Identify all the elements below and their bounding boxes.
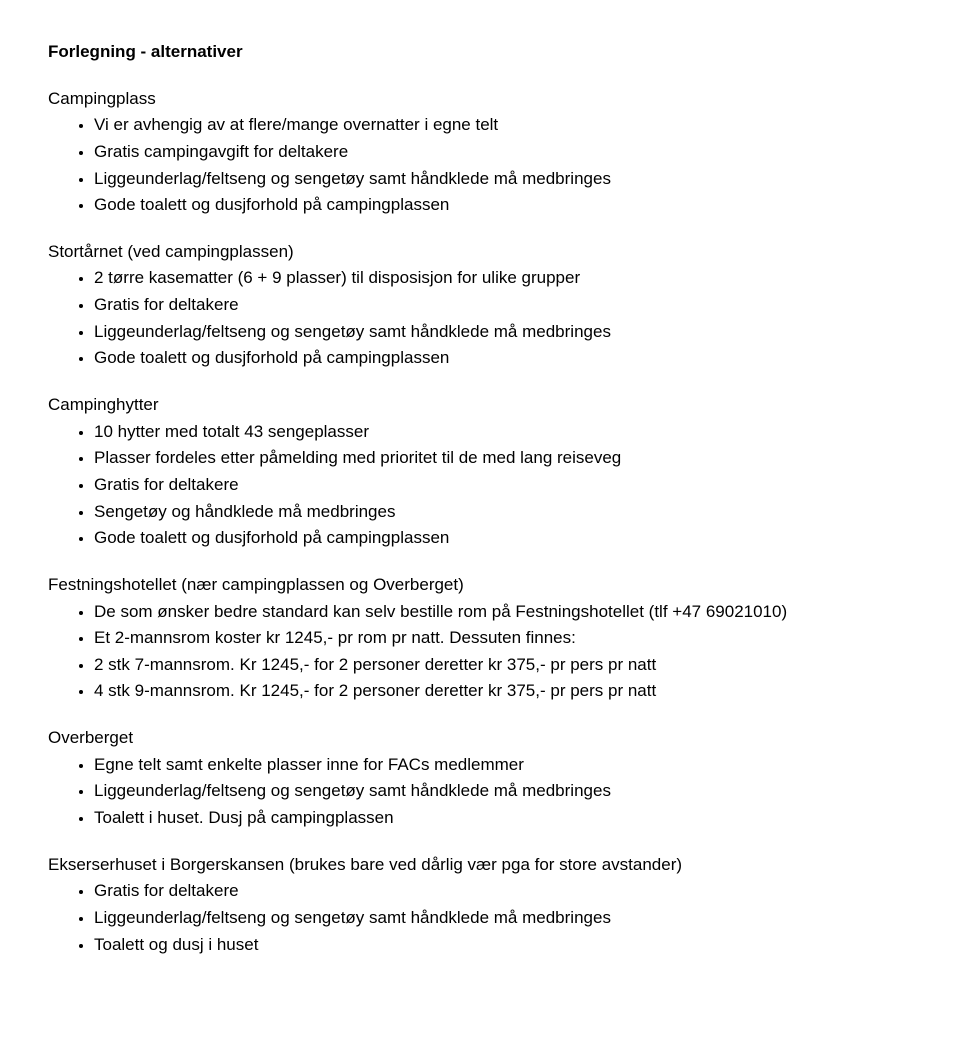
list-item: Liggeunderlag/feltseng og sengetøy samt … bbox=[94, 167, 912, 192]
list-item: 2 tørre kasematter (6 + 9 plasser) til d… bbox=[94, 266, 912, 291]
list-item: Gratis for deltakere bbox=[94, 293, 912, 318]
list-item: Gode toalett og dusjforhold på campingpl… bbox=[94, 346, 912, 371]
list-item: Gratis for deltakere bbox=[94, 473, 912, 498]
section-heading: Festningshotellet (nær campingplassen og… bbox=[48, 573, 912, 598]
section-heading: Campinghytter bbox=[48, 393, 912, 418]
page-title: Forlegning - alternativer bbox=[48, 40, 912, 65]
list-item: Gode toalett og dusjforhold på campingpl… bbox=[94, 193, 912, 218]
section-list: 10 hytter med totalt 43 sengeplasser Pla… bbox=[48, 420, 912, 551]
section-4: Overberget Egne telt samt enkelte plasse… bbox=[48, 726, 912, 831]
section-3: Festningshotellet (nær campingplassen og… bbox=[48, 573, 912, 704]
section-list: 2 tørre kasematter (6 + 9 plasser) til d… bbox=[48, 266, 912, 371]
list-item: Sengetøy og håndklede må medbringes bbox=[94, 500, 912, 525]
section-list: Egne telt samt enkelte plasser inne for … bbox=[48, 753, 912, 831]
section-list: Gratis for deltakere Liggeunderlag/felts… bbox=[48, 879, 912, 957]
section-list: De som ønsker bedre standard kan selv be… bbox=[48, 600, 912, 705]
list-item: Vi er avhengig av at flere/mange overnat… bbox=[94, 113, 912, 138]
list-item: Gratis for deltakere bbox=[94, 879, 912, 904]
section-5: Ekserserhuset i Borgerskansen (brukes ba… bbox=[48, 853, 912, 958]
list-item: 10 hytter med totalt 43 sengeplasser bbox=[94, 420, 912, 445]
section-list: Vi er avhengig av at flere/mange overnat… bbox=[48, 113, 912, 218]
section-2: Campinghytter 10 hytter med totalt 43 se… bbox=[48, 393, 912, 551]
list-item: Gratis campingavgift for deltakere bbox=[94, 140, 912, 165]
section-heading: Campingplass bbox=[48, 87, 912, 112]
section-heading: Stortårnet (ved campingplassen) bbox=[48, 240, 912, 265]
list-item: Liggeunderlag/feltseng og sengetøy samt … bbox=[94, 779, 912, 804]
section-heading: Overberget bbox=[48, 726, 912, 751]
list-item: 4 stk 9-mannsrom. Kr 1245,- for 2 person… bbox=[94, 679, 912, 704]
section-1: Stortårnet (ved campingplassen) 2 tørre … bbox=[48, 240, 912, 371]
list-item: Egne telt samt enkelte plasser inne for … bbox=[94, 753, 912, 778]
list-item: Liggeunderlag/feltseng og sengetøy samt … bbox=[94, 906, 912, 931]
list-item: Liggeunderlag/feltseng og sengetøy samt … bbox=[94, 320, 912, 345]
section-heading: Ekserserhuset i Borgerskansen (brukes ba… bbox=[48, 853, 912, 878]
list-item: Toalett i huset. Dusj på campingplassen bbox=[94, 806, 912, 831]
section-0: Campingplass Vi er avhengig av at flere/… bbox=[48, 87, 912, 218]
list-item: Plasser fordeles etter påmelding med pri… bbox=[94, 446, 912, 471]
list-item: Et 2-mannsrom koster kr 1245,- pr rom pr… bbox=[94, 626, 912, 651]
list-item: 2 stk 7-mannsrom. Kr 1245,- for 2 person… bbox=[94, 653, 912, 678]
list-item: De som ønsker bedre standard kan selv be… bbox=[94, 600, 912, 625]
list-item: Gode toalett og dusjforhold på campingpl… bbox=[94, 526, 912, 551]
list-item: Toalett og dusj i huset bbox=[94, 933, 912, 958]
